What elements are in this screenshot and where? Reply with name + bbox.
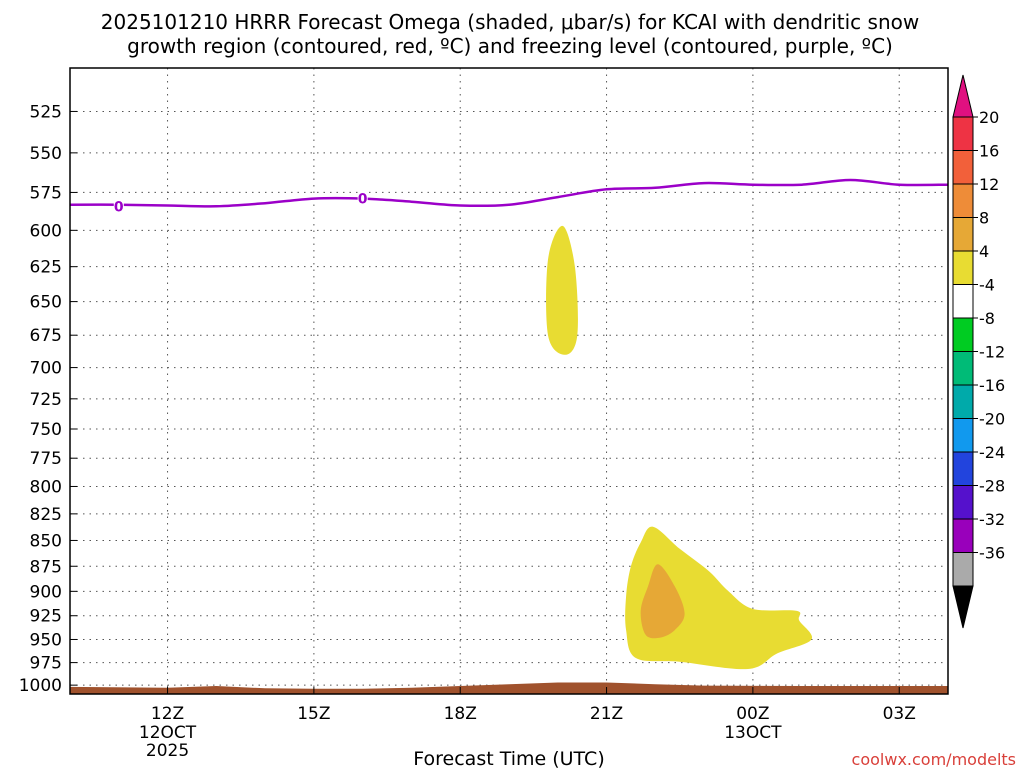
x-tick-date: 13OCT xyxy=(724,723,782,743)
y-tick-label: 975 xyxy=(30,654,62,674)
colorbar-label: 4 xyxy=(979,242,989,261)
colorbar-swatch xyxy=(952,518,974,553)
colorbar-swatch xyxy=(952,485,974,520)
x-tick-label: 15Z xyxy=(297,704,330,724)
x-tick-label: 03Z xyxy=(883,704,916,724)
colorbar-swatch xyxy=(952,284,974,319)
y-tick-label: 675 xyxy=(30,326,62,346)
x-tick-date: 12OCT xyxy=(139,723,197,743)
y-tick-label: 650 xyxy=(30,293,62,313)
colorbar-label: -24 xyxy=(979,443,1005,462)
title-line-1: 2025101210 HRRR Forecast Omega (shaded, … xyxy=(101,10,919,34)
terrain-fill xyxy=(70,682,948,694)
colorbar-label: -12 xyxy=(979,343,1005,362)
y-tick-label: 550 xyxy=(30,144,62,164)
upper-updraft-4-8 xyxy=(546,225,578,355)
y-tick-label: 825 xyxy=(30,505,62,525)
colorbar-swatch xyxy=(952,217,974,252)
y-tick-label: 925 xyxy=(30,607,62,627)
omega-shading xyxy=(546,225,813,670)
lower-updraft-8-12 xyxy=(640,564,685,639)
plot-frame xyxy=(69,67,949,695)
y-tick-label: 775 xyxy=(30,449,62,469)
chart-title: 2025101210 HRRR Forecast Omega (shaded, … xyxy=(101,10,919,58)
x-tick-label: 00Z xyxy=(736,704,769,724)
y-tick-label: 800 xyxy=(30,477,62,497)
y-tick-label: 700 xyxy=(30,359,62,379)
colorbar-swatch xyxy=(952,552,974,587)
x-tick-label: 12Z xyxy=(151,704,184,724)
colorbar-label: 16 xyxy=(979,142,999,161)
y-tick-label: 575 xyxy=(30,183,62,203)
colorbar-label: 20 xyxy=(979,108,999,127)
colorbar-swatch xyxy=(952,418,974,453)
freezing-level-label: 0 xyxy=(358,192,368,208)
colorbar-swatch xyxy=(952,183,974,218)
y-tick-label: 625 xyxy=(30,258,62,278)
y-axis: 525 550 575 600 625 650 675 700 725 750 775 800 825 8… xyxy=(19,102,77,696)
colorbar: 20 16 12 8 4 -4 -8 -12 -16 -20 -24 -28 -32 -36 xyxy=(952,74,1005,629)
y-tick-label: 725 xyxy=(30,390,62,410)
y-tick-label: 525 xyxy=(30,102,62,122)
y-tick-label: 900 xyxy=(30,582,62,602)
x-tick-label: 21Z xyxy=(590,704,623,724)
colorbar-swatch xyxy=(952,351,974,386)
y-tick-label: 750 xyxy=(30,420,62,440)
y-tick-label: 950 xyxy=(30,630,62,650)
colorbar-label: -4 xyxy=(979,276,995,295)
y-tick-label: 600 xyxy=(30,221,62,241)
plot-area xyxy=(70,68,948,694)
colorbar-label: -16 xyxy=(979,376,1005,395)
colorbar-swatch xyxy=(952,116,974,151)
colorbar-label: 12 xyxy=(979,175,999,194)
x-axis-label: Forecast Time (UTC) xyxy=(413,748,604,768)
colorbar-swatch xyxy=(952,150,974,185)
colorbar-swatch xyxy=(952,250,974,285)
freezing-level-line xyxy=(69,178,949,208)
credit-text: coolwx.com/modelts xyxy=(852,750,1016,768)
y-tick-label: 875 xyxy=(30,557,62,577)
colorbar-label: -28 xyxy=(979,477,1005,496)
colorbar-swatch xyxy=(952,384,974,419)
colorbar-label: -36 xyxy=(979,544,1005,563)
terrain-layer xyxy=(70,682,948,694)
freezing-label-bg xyxy=(357,190,368,206)
title-line-2: growth region (contoured, red, ºC) and f… xyxy=(127,34,893,58)
colorbar-swatch xyxy=(952,451,974,486)
x-tick-year: 2025 xyxy=(146,741,189,761)
colorbar-label: 8 xyxy=(979,209,989,228)
y-tick-label: 1000 xyxy=(19,676,62,696)
grid-lines xyxy=(70,68,948,694)
colorbar-label: -32 xyxy=(979,510,1005,529)
colorbar-top-cap xyxy=(952,74,974,118)
freezing-level-label: 0 xyxy=(114,199,124,215)
lower-updraft-4-8 xyxy=(625,526,813,670)
x-tick-label: 18Z xyxy=(444,704,477,724)
colorbar-swatch xyxy=(952,317,974,352)
colorbar-label: -8 xyxy=(979,309,995,328)
colorbar-bottom-cap xyxy=(952,585,974,629)
y-tick-label: 850 xyxy=(30,531,62,551)
colorbar-label: -20 xyxy=(979,410,1005,429)
freezing-label-bg xyxy=(113,198,124,214)
